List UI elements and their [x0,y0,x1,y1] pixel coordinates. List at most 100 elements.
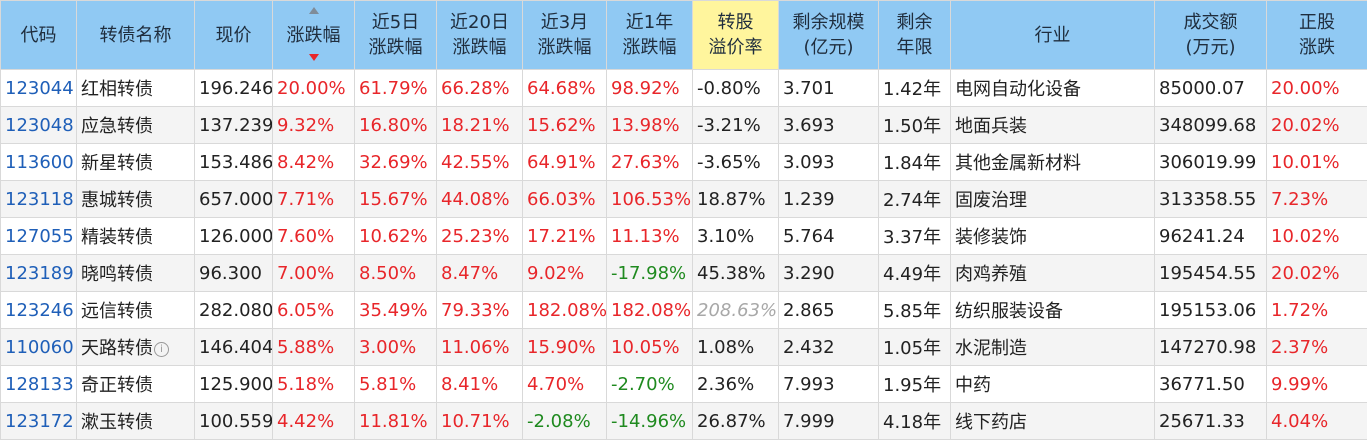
cell-chg20d: 11.06% [436,328,523,366]
cell-value: 5.85年 [883,301,942,322]
table-row[interactable]: 127055 精装转债 126.000 7.60% 10.62% 25.23% 17.21%… [0,217,1367,255]
column-header-label: 近5日 [371,12,420,33]
cell-name[interactable]: 新星转债 [76,143,195,181]
table-row[interactable]: 128133 奇正转债 125.900 5.18% 5.81% 8.41% 4.70% -2.… [0,365,1367,403]
cell-name[interactable]: 晓鸣转债 [76,254,195,292]
cell-value: 2.432 [783,336,835,358]
cell-stock_chg: 10.01% [1266,143,1367,181]
cell-scale: 3.290 [778,254,879,292]
column-header-price[interactable]: 现价 [194,0,273,70]
cell-industry: 其他金属新材料 [950,143,1155,181]
cell-value: 282.080 [199,299,273,321]
table-row[interactable]: 123246 远信转债 282.080 6.05% 35.49% 79.33% 182.08… [0,291,1367,329]
cell-value: 657.000 [199,188,273,210]
cell-years: 1.50年 [878,106,951,144]
column-header-premium[interactable]: 转股 溢价率 [692,0,779,70]
cell-value: 66.03% [527,188,596,210]
cell-name[interactable]: 漱玉转债 [76,402,195,440]
table-row[interactable]: 123044 红相转债 196.246 20.00% 61.79% 66.28% 64.68… [0,69,1367,107]
column-header-chg3m[interactable]: 近3月 涨跌幅 [522,0,607,70]
cell-code[interactable]: 123189 [0,254,77,292]
cell-code[interactable]: 110060 [0,328,77,366]
cell-turnover: 195454.55 [1154,254,1267,292]
column-header-label: 代码 [20,24,57,46]
table-row[interactable]: 110060 天路转债 i 146.404 5.88% 3.00% 11.06% 15.90%… [0,328,1367,366]
cell-code[interactable]: 113600 [0,143,77,181]
cell-value: 8.42% [277,151,335,173]
table-row[interactable]: 123118 惠城转债 657.000 7.71% 15.67% 44.08% 66.03%… [0,180,1367,218]
cell-value: 126.000 [199,225,273,247]
cell-value: 3.37年 [883,227,942,248]
cell-value: 11.13% [611,225,680,247]
cell-industry: 纺织服装设备 [950,291,1155,329]
column-header-label: 涨跌幅 [452,37,507,58]
cell-value: 26.87% [697,410,766,432]
table-row[interactable]: 113600 新星转债 153.486 8.42% 32.69% 42.55% 64.91%… [0,143,1367,181]
column-header-chg1y[interactable]: 近1年 涨跌幅 [606,0,693,70]
table-row[interactable]: 123189 晓鸣转债 96.300 7.00% 8.50% 8.47% 9.02% -17.… [0,254,1367,292]
cell-code[interactable]: 123172 [0,402,77,440]
cell-value: 精装转债 [81,227,153,248]
cell-value: 20.02% [1271,114,1340,136]
cell-turnover: 96241.24 [1154,217,1267,255]
cell-value: -3.21% [697,114,761,136]
column-header-turnover[interactable]: 成交额 (万元) [1154,0,1267,70]
cell-industry: 固废治理 [950,180,1155,218]
table-body: 123044 红相转债 196.246 20.00% 61.79% 66.28% 64.68… [0,69,1367,440]
cell-code[interactable]: 123246 [0,291,77,329]
cell-chg5d: 11.81% [354,402,437,440]
cell-value: 中药 [955,375,991,396]
column-header-chg20d[interactable]: 近20日 涨跌幅 [436,0,523,70]
cell-name[interactable]: 天路转债 i [76,328,195,366]
column-header-scale[interactable]: 剩余规模 (亿元) [778,0,879,70]
cell-chg5d: 8.50% [354,254,437,292]
column-header-change[interactable]: 涨跌幅 [272,0,355,70]
cell-scale: 2.865 [778,291,879,329]
cell-years: 4.49年 [878,254,951,292]
cell-chg1y: -2.70% [606,365,693,403]
cell-chg3m: 64.91% [522,143,607,181]
info-circle-icon[interactable]: i [154,342,169,357]
cell-value: -2.70% [611,373,675,395]
cell-price: 196.246 [194,69,273,107]
cell-code[interactable]: 128133 [0,365,77,403]
column-header-chg5d[interactable]: 近5日 涨跌幅 [354,0,437,70]
column-header-stock_chg[interactable]: 正股 涨跌 [1266,0,1367,70]
cell-name[interactable]: 远信转债 [76,291,195,329]
column-header-industry[interactable]: 行业 [950,0,1155,70]
table-row[interactable]: 123048 应急转债 137.239 9.32% 16.80% 18.21% 15.62%… [0,106,1367,144]
cell-premium: 26.87% [692,402,779,440]
cell-value: 64.68% [527,77,596,99]
column-header-label: 涨跌幅 [537,37,592,58]
cell-value: 11.81% [359,410,428,432]
cell-chg3m: 17.21% [522,217,607,255]
cell-value: 漱玉转债 [81,412,153,433]
cell-value: 27.63% [611,151,680,173]
cell-scale: 3.693 [778,106,879,144]
cell-name[interactable]: 奇正转债 [76,365,195,403]
cell-code[interactable]: 123044 [0,69,77,107]
column-header-years[interactable]: 剩余 年限 [878,0,951,70]
cell-value: 35.49% [359,299,428,321]
cell-stock_chg: 7.23% [1266,180,1367,218]
cell-name[interactable]: 应急转债 [76,106,195,144]
cell-value: 208.63% [697,299,778,321]
cell-premium: -3.65% [692,143,779,181]
column-header-label: (万元) [1185,37,1236,58]
table-row[interactable]: 123172 漱玉转债 100.559 4.42% 11.81% 10.71% -2.08%… [0,402,1367,440]
column-header-code[interactable]: 代码 [0,0,77,70]
cell-name[interactable]: 精装转债 [76,217,195,255]
cell-name[interactable]: 惠城转债 [76,180,195,218]
cell-value: 123048 [5,114,74,136]
cell-name[interactable]: 红相转债 [76,69,195,107]
column-header-name[interactable]: 转债名称 [76,0,195,70]
cell-chg5d: 61.79% [354,69,437,107]
sort-asc-icon[interactable] [308,7,319,14]
cell-code[interactable]: 123118 [0,180,77,218]
cell-premium: 3.10% [692,217,779,255]
cell-code[interactable]: 127055 [0,217,77,255]
sort-desc-icon[interactable] [308,54,319,61]
cell-chg1y: 11.13% [606,217,693,255]
cell-chg5d: 5.81% [354,365,437,403]
cell-code[interactable]: 123048 [0,106,77,144]
